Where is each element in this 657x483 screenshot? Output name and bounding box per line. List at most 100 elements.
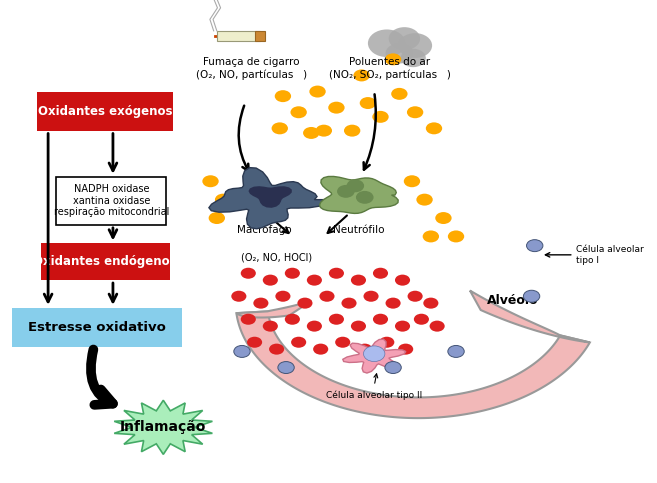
Circle shape xyxy=(448,230,464,242)
FancyBboxPatch shape xyxy=(37,92,173,130)
Polygon shape xyxy=(237,301,311,317)
Text: NADPH oxidase
xantina oxidase
respiração mitocondrial: NADPH oxidase xantina oxidase respiração… xyxy=(54,184,169,217)
Circle shape xyxy=(231,291,246,302)
Circle shape xyxy=(386,298,401,309)
FancyBboxPatch shape xyxy=(12,308,182,347)
Circle shape xyxy=(202,175,219,187)
Circle shape xyxy=(335,337,350,348)
Circle shape xyxy=(373,111,389,123)
Text: Alvéolo: Alvéolo xyxy=(487,294,539,307)
Circle shape xyxy=(386,43,413,63)
Circle shape xyxy=(353,70,370,82)
Circle shape xyxy=(215,194,231,206)
Text: Inflamação: Inflamação xyxy=(120,420,206,434)
Text: (O₂, NO, HOCl): (O₂, NO, HOCl) xyxy=(241,252,312,262)
Circle shape xyxy=(417,194,433,206)
Bar xyxy=(254,31,265,41)
Circle shape xyxy=(360,97,376,109)
Circle shape xyxy=(337,185,355,198)
Circle shape xyxy=(240,268,256,279)
Circle shape xyxy=(389,27,420,50)
Polygon shape xyxy=(343,339,406,373)
Circle shape xyxy=(363,291,378,302)
Circle shape xyxy=(329,268,344,279)
Bar xyxy=(217,31,260,41)
Circle shape xyxy=(373,314,388,325)
Polygon shape xyxy=(248,186,292,208)
Circle shape xyxy=(395,275,410,285)
Circle shape xyxy=(398,33,432,58)
Circle shape xyxy=(309,85,326,98)
Circle shape xyxy=(254,298,269,309)
Circle shape xyxy=(356,191,374,204)
Circle shape xyxy=(329,314,344,325)
Circle shape xyxy=(284,314,300,325)
Text: Oxidantes exógenos: Oxidantes exógenos xyxy=(38,105,172,117)
Circle shape xyxy=(247,337,262,348)
Circle shape xyxy=(303,127,319,139)
Text: Oxidantes endógenos: Oxidantes endógenos xyxy=(34,255,177,268)
Text: Estresse oxidativo: Estresse oxidativo xyxy=(28,321,166,334)
Circle shape xyxy=(385,362,401,373)
Circle shape xyxy=(328,101,345,114)
Polygon shape xyxy=(114,400,212,455)
Text: Fumaça de cigarro
(O₂, NO, partículas   ): Fumaça de cigarro (O₂, NO, partículas ) xyxy=(196,57,307,80)
Circle shape xyxy=(351,321,366,332)
Circle shape xyxy=(209,212,225,224)
Polygon shape xyxy=(319,176,398,213)
Circle shape xyxy=(426,122,442,134)
Text: Macrófago: Macrófago xyxy=(237,224,291,235)
Circle shape xyxy=(448,345,464,357)
Circle shape xyxy=(422,230,439,242)
Circle shape xyxy=(298,298,313,309)
Polygon shape xyxy=(470,291,590,342)
Circle shape xyxy=(346,179,364,192)
Circle shape xyxy=(275,291,290,302)
Circle shape xyxy=(269,343,284,355)
Circle shape xyxy=(407,106,423,118)
FancyBboxPatch shape xyxy=(57,177,166,225)
Circle shape xyxy=(430,321,445,332)
Circle shape xyxy=(391,88,407,100)
Circle shape xyxy=(398,343,413,355)
Circle shape xyxy=(395,321,410,332)
Circle shape xyxy=(404,175,420,187)
Circle shape xyxy=(435,212,451,224)
Circle shape xyxy=(234,345,250,357)
Circle shape xyxy=(351,275,366,285)
Circle shape xyxy=(342,298,357,309)
Circle shape xyxy=(315,125,332,137)
Circle shape xyxy=(284,268,300,279)
Circle shape xyxy=(363,346,385,362)
Circle shape xyxy=(379,337,394,348)
FancyArrowPatch shape xyxy=(91,350,113,405)
Circle shape xyxy=(385,54,401,65)
Circle shape xyxy=(401,49,426,67)
Circle shape xyxy=(524,290,540,302)
Polygon shape xyxy=(237,312,590,418)
Circle shape xyxy=(291,337,306,348)
Circle shape xyxy=(290,106,307,118)
Circle shape xyxy=(271,122,288,134)
Circle shape xyxy=(275,90,291,102)
Circle shape xyxy=(344,125,360,137)
Circle shape xyxy=(319,291,334,302)
Text: Célula alveolar
tipo I: Célula alveolar tipo I xyxy=(576,245,643,265)
Circle shape xyxy=(307,321,322,332)
Circle shape xyxy=(373,268,388,279)
Circle shape xyxy=(526,240,543,252)
Circle shape xyxy=(263,275,278,285)
Polygon shape xyxy=(209,168,325,229)
Circle shape xyxy=(357,343,373,355)
Text: Neutrófilo: Neutrófilo xyxy=(332,225,384,235)
Circle shape xyxy=(307,275,322,285)
Circle shape xyxy=(263,321,278,332)
Circle shape xyxy=(423,298,438,309)
FancyBboxPatch shape xyxy=(41,243,170,280)
Circle shape xyxy=(368,29,405,57)
Text: Célula alveolar tipo II: Célula alveolar tipo II xyxy=(326,390,422,400)
Circle shape xyxy=(313,343,328,355)
Circle shape xyxy=(414,314,429,325)
Circle shape xyxy=(278,362,294,373)
Text: Poluentes do ar
(NO₂, SO₂, partículas   ): Poluentes do ar (NO₂, SO₂, partículas ) xyxy=(329,57,451,80)
